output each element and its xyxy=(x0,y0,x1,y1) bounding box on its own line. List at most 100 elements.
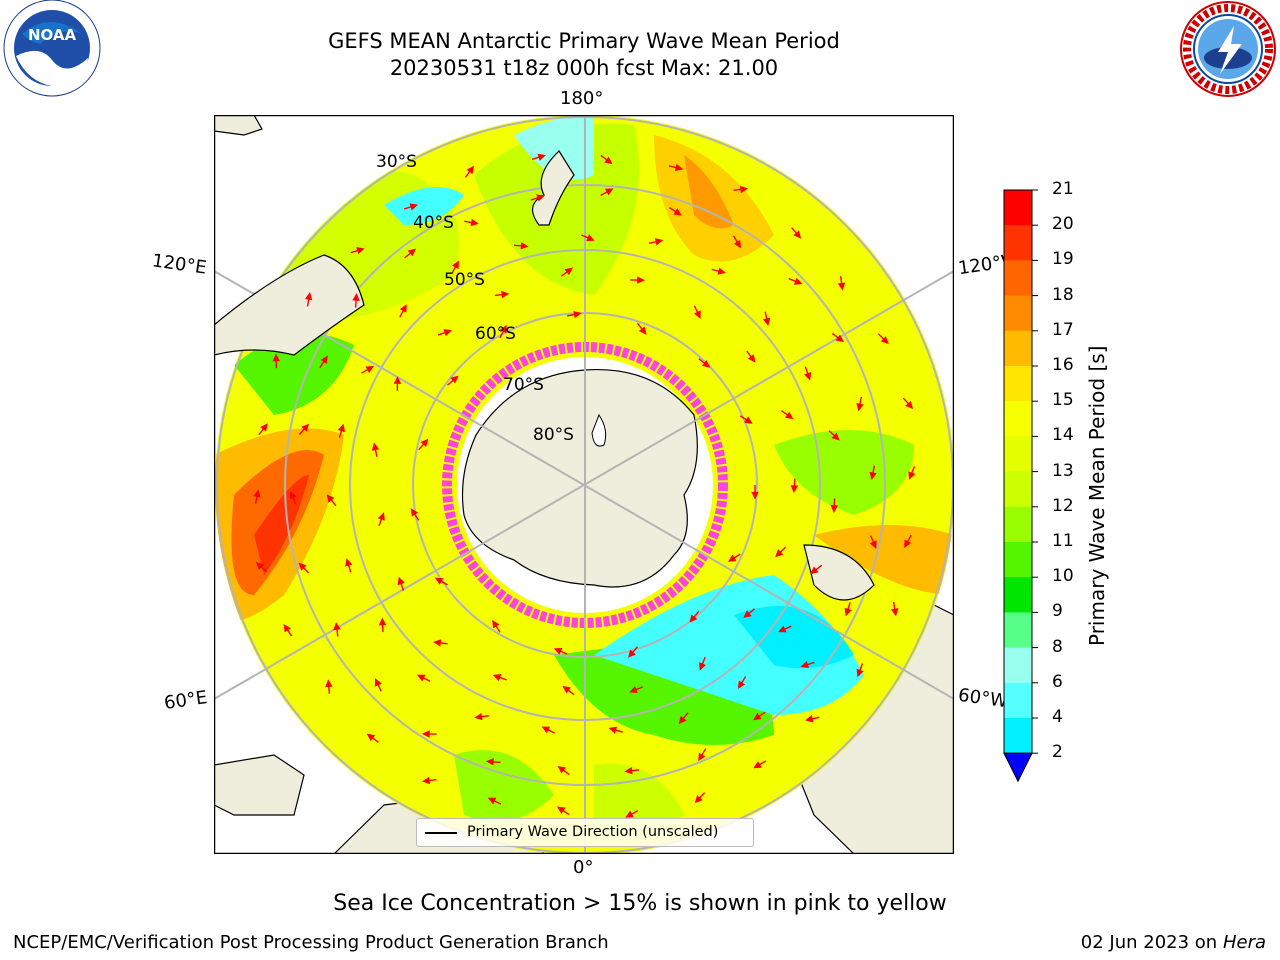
lon-label-120e: 120°E xyxy=(150,250,208,279)
wave-arrow-head xyxy=(654,238,664,246)
wave-arrow-head xyxy=(800,661,810,669)
wave-arrow-head xyxy=(638,326,647,335)
wave-arrow-head xyxy=(790,485,799,494)
noaa-logo-text: NOAA xyxy=(28,26,77,44)
wave-arrow-head xyxy=(744,416,753,424)
wave-arrow-head xyxy=(301,423,310,432)
wave-arrow-head xyxy=(837,282,846,291)
system-name: Hera xyxy=(1222,932,1266,953)
colorbar-segment xyxy=(1004,401,1032,437)
colorbar-tick-label: 14 xyxy=(1052,425,1074,446)
wave-arrow-head xyxy=(778,625,787,633)
wave-arrow-head xyxy=(904,539,912,549)
wave-arrow-head xyxy=(733,239,742,249)
wave-arrow-head xyxy=(762,317,771,326)
wave-arrow-head xyxy=(443,329,452,337)
wave-arrow-head xyxy=(747,354,756,363)
colorbar-segment xyxy=(1004,330,1032,367)
wave-arrow-head xyxy=(283,623,291,633)
wave-arrow-head xyxy=(365,365,375,374)
wave-arrow-head xyxy=(520,242,529,250)
wave-arrow-head xyxy=(624,767,633,775)
wave-arrow-head xyxy=(717,267,726,275)
wave-arrow-head xyxy=(775,549,784,558)
wave-arrow-head xyxy=(573,310,582,319)
wave-arrow-head xyxy=(421,776,431,785)
wave-direction-arrows xyxy=(253,153,916,818)
wave-arrow-head xyxy=(371,442,380,451)
colorbar-segment xyxy=(1004,366,1032,402)
colorbar-segment xyxy=(1004,295,1032,332)
wave-arrow-head xyxy=(793,277,803,285)
wave-arrow-head xyxy=(753,761,762,769)
colorbar-extend-arrow xyxy=(1003,752,1033,783)
colorbar-segment xyxy=(1004,647,1032,684)
wave-arrow-head xyxy=(333,622,341,631)
wave-arrow-head xyxy=(272,353,280,362)
colorbar-tick-label: 21 xyxy=(1052,179,1074,199)
wave-arrow-head xyxy=(674,163,684,172)
wave-arrow-head xyxy=(699,662,706,671)
wave-arrow-head xyxy=(625,810,634,818)
wave-arrow-head xyxy=(557,765,566,774)
lat-label-50s: 50°S xyxy=(444,270,485,290)
colorbar-tick-label: 6 xyxy=(1052,671,1063,692)
wave-arrow-head xyxy=(255,562,264,570)
colorbar-segment xyxy=(1004,577,1032,613)
wave-arrow-head xyxy=(421,730,430,738)
wave-arrow-head xyxy=(869,540,877,549)
wave-arrow-head xyxy=(564,267,573,276)
wave-arrow-head xyxy=(470,218,479,227)
wave-arrow-head xyxy=(637,276,645,284)
wave-arrow-head xyxy=(844,607,852,617)
wave-arrow-head xyxy=(727,554,737,562)
lat-label-60s: 60°S xyxy=(475,324,516,344)
colorbar-tick-label: 11 xyxy=(1052,531,1074,551)
wave-arrow-head xyxy=(304,291,313,301)
wave-arrow-head xyxy=(345,558,353,567)
wave-arrow-head xyxy=(410,508,419,517)
wave-arrow-head xyxy=(562,685,571,694)
run-date: 02 Jun 2023 on Hera xyxy=(1081,932,1266,953)
wave-arrow-head xyxy=(753,712,762,721)
wave-arrow-head xyxy=(451,260,459,270)
colorbar-tick-label: 16 xyxy=(1052,355,1074,375)
wave-arrow-head xyxy=(356,247,365,255)
lat-label-70s: 70°S xyxy=(503,375,544,395)
wave-arrow-head xyxy=(673,208,682,216)
colorbar xyxy=(1003,189,1038,783)
wave-arrow-head xyxy=(891,608,899,617)
wave-arrow-head xyxy=(337,423,345,433)
wave-arrow-head xyxy=(689,614,698,623)
lat-label-80s: 80°S xyxy=(533,425,574,445)
wave-arrow-head xyxy=(378,617,387,626)
colorbar-tick-label: 9 xyxy=(1052,601,1063,622)
noaa-logo: NOAA xyxy=(3,0,101,97)
wave-arrow-head xyxy=(739,185,749,194)
colorbar-segment xyxy=(1004,506,1032,543)
wave-arrow-head xyxy=(434,577,444,585)
lat-label-40s: 40°S xyxy=(413,213,454,233)
colorbar-segment xyxy=(1004,190,1032,226)
colorbar-label: Primary Wave Mean Period [s] xyxy=(1085,345,1109,647)
wave-arrow-head xyxy=(397,576,405,586)
land-inside xyxy=(214,150,875,601)
map-legend: Primary Wave Direction (unscaled) xyxy=(416,818,754,847)
colorbar-tick-label: 10 xyxy=(1052,566,1074,587)
polar-map xyxy=(214,115,954,854)
wave-arrow-head xyxy=(553,647,563,655)
wave-arrow-head xyxy=(433,639,442,647)
legend-text: Primary Wave Direction (unscaled) xyxy=(467,824,719,840)
wave-arrow-head xyxy=(805,715,814,723)
wave-arrow-head xyxy=(501,290,510,299)
wave-arrow-head xyxy=(793,230,802,239)
wave-arrow-head xyxy=(374,678,382,687)
colorbar-tick-label: 17 xyxy=(1052,319,1074,340)
wave-arrow-head xyxy=(908,471,916,480)
wave-arrow-head xyxy=(298,562,307,571)
run-date-text: 02 Jun 2023 on xyxy=(1080,932,1218,953)
wave-arrow-head xyxy=(399,304,407,313)
wave-arrow-head xyxy=(366,733,376,742)
wave-arrow-head xyxy=(289,490,297,500)
sea-ice-caption: Sea Ice Concentration > 15% is shown in … xyxy=(333,891,947,916)
